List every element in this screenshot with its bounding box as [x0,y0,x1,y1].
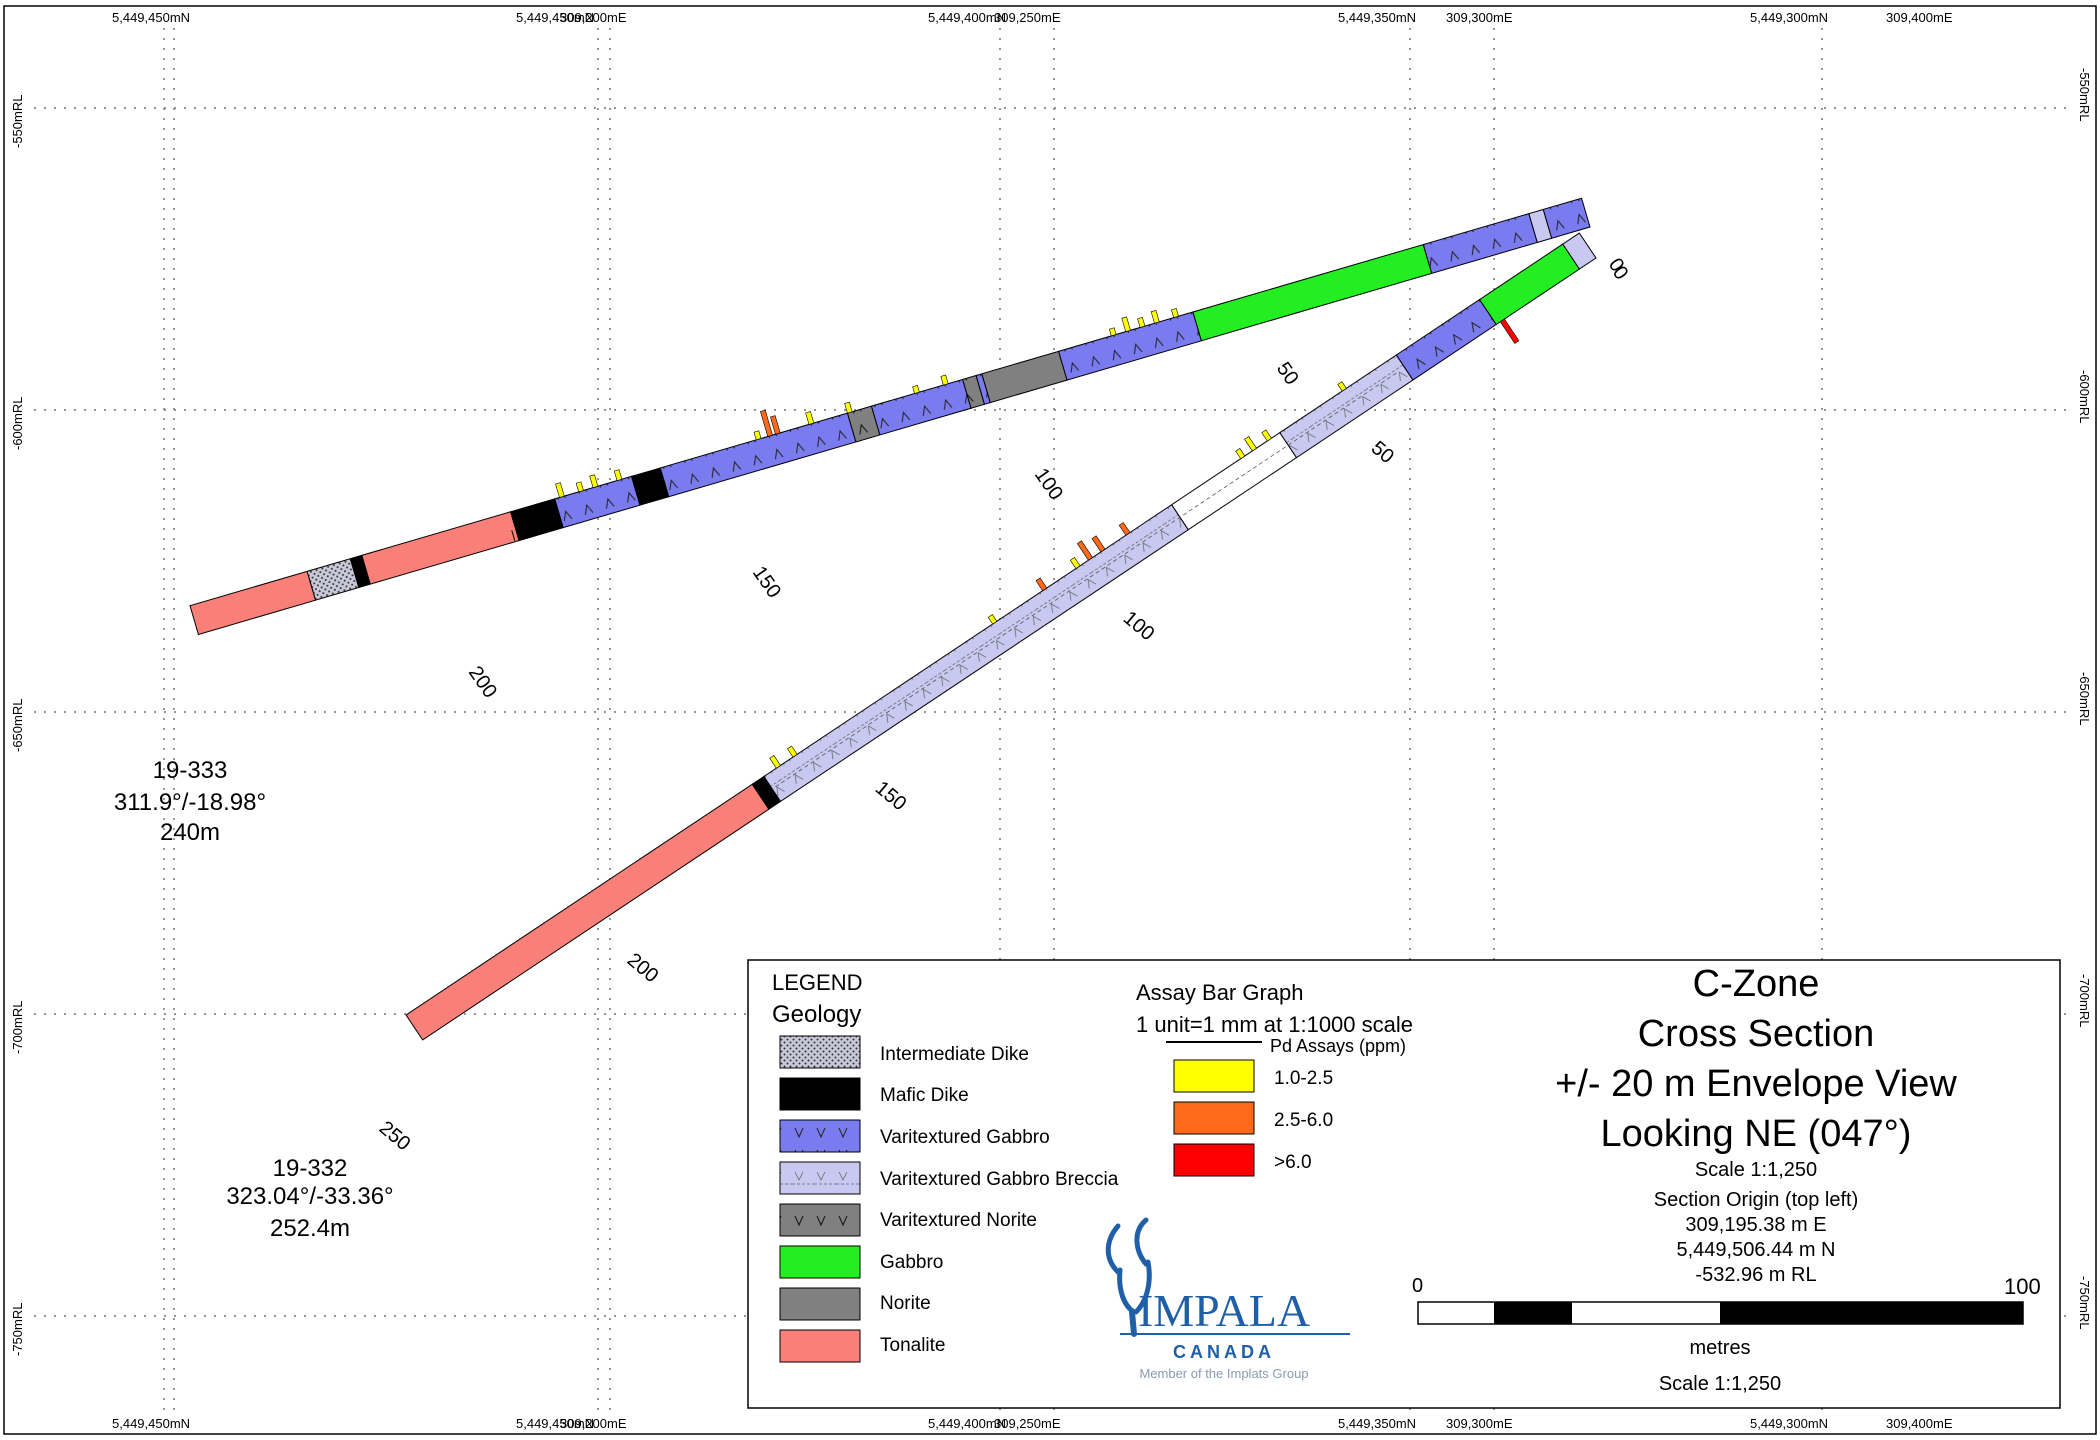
grid-label-left: -550mRL [10,95,25,148]
legend-label: Mafic Dike [880,1085,969,1106]
title-line-2: Cross Section [1638,1013,1875,1055]
legend-panel: LEGEND Geology Intermediate Dike Mafic D… [747,959,2061,1409]
scale-bar-min: 0 [1412,1275,1423,1297]
grid-label-right: -600mRL [2077,370,2092,423]
hole-orientation: 323.04°/-33.36° [226,1183,393,1210]
grid-label-top: 309,400mE [1886,10,1953,25]
hole-label-19-332: 19-332 323.04°/-33.36° 252.4m [226,1155,393,1242]
assay-legend: Assay Bar Graph 1 unit=1 mm at 1:1000 sc… [1136,980,1413,1177]
title-scale: Scale 1:1,250 [1695,1159,1817,1181]
assay-swatch-low [1173,1059,1255,1093]
scale-bar-scale: Scale 1:1,250 [1659,1373,1781,1395]
grid-label-top: 5,449,300mN [1750,10,1828,25]
assay-label: 1.0-2.5 [1274,1068,1333,1089]
legend-swatch-mafic-dike [779,1077,861,1111]
interval-tonalite [405,783,770,1041]
grid-label-bottom: 5,449,400mN [928,1416,1006,1431]
assay-bars [555,308,1179,498]
legend-subtitle: Geology [772,1001,861,1028]
logo-name: IMPALA [1138,1285,1310,1336]
grid-label-right: -550mRL [2077,68,2092,121]
hole-orientation: 311.9°/-18.98° [114,789,266,816]
grid-label-right: -750mRL [2077,1276,2092,1329]
legend-swatch-varitextured-gabbro-breccia [779,1161,861,1195]
legend-swatch-gabbro [779,1245,861,1279]
scale-bar-unit: metres [1689,1337,1750,1359]
title-line-3: +/- 20 m Envelope View [1555,1063,1957,1105]
section-origin-easting: 309,195.38 m E [1685,1214,1826,1236]
title-block: C-Zone Cross Section +/- 20 m Envelope V… [1555,963,1957,1286]
hole-label-19-333: 19-333 311.9°/-18.98° 240m [114,757,266,846]
grid-labels: 5,449,450mN 5,449,450mN 309,200mE 5,449,… [10,10,2092,1431]
grid-label-left: -600mRL [10,397,25,450]
assay-element: Pd Assays (ppm) [1270,1036,1406,1056]
legend-items: Intermediate Dike Mafic Dike Varitexture… [779,1035,1119,1363]
antelope-logo-icon [1105,1217,1152,1337]
hole-length: 240m [160,819,220,846]
logo-tagline: Member of the Implats Group [1139,1366,1308,1381]
grid-label-top: 5,449,350mN [1338,10,1416,25]
grid-label-top: 5,449,450mN [112,10,190,25]
legend-label: Intermediate Dike [880,1044,1029,1065]
logo-country: CANADA [1173,1342,1275,1362]
assay-label: 2.5-6.0 [1274,1110,1333,1131]
section-origin-northing: 5,449,506.44 m N [1677,1239,1836,1261]
impala-logo: IMPALA CANADA Member of the Implats Grou… [1105,1217,1350,1381]
legend-title: LEGEND [772,970,862,995]
legend-label: Varitextured Norite [880,1210,1037,1231]
interval-tonalite [189,570,317,636]
legend-swatch-intermediate-dike [779,1035,861,1069]
grid-label-top: 309,300mE [1446,10,1513,25]
legend-swatch-norite [779,1287,861,1321]
grid-label-bottom: 309,250mE [994,1416,1061,1431]
grid-label-top: 309,200mE [560,10,627,25]
grid-label-bottom: 5,449,450mN [516,1416,594,1431]
grid-label-bottom: 309,200mE [560,1416,627,1431]
grid-label-bottom: 5,449,300mN [1750,1416,1828,1431]
grid-label-bottom: 309,400mE [1886,1416,1953,1431]
legend-swatch-varitextured-norite [779,1203,861,1237]
scale-bar-segment [1720,1302,2023,1324]
grid-label-top: 309,250mE [994,10,1061,25]
grid-label-bottom: 5,449,350mN [1338,1416,1416,1431]
assay-scale-note: 1 unit=1 mm at 1:1000 scale [1136,1012,1413,1037]
assay-bars [769,318,1520,769]
assay-swatch-mid [1173,1101,1255,1135]
legend-label: Gabbro [880,1252,943,1273]
scale-bar-segment [1494,1302,1572,1324]
title-line-4: Looking NE (047°) [1601,1113,1912,1155]
assay-swatch-high [1173,1143,1255,1177]
grid-label-right: -700mRL [2077,974,2092,1027]
section-origin-rl: -532.96 m RL [1695,1264,1816,1286]
grid-label-top: 5,449,400mN [928,10,1006,25]
section-origin-heading: Section Origin (top left) [1654,1189,1859,1211]
legend-swatch-varitextured-gabbro [779,1119,861,1153]
hole-id: 19-333 [153,757,228,784]
drillhole-19-333: 0 50 100 150 200 19-333 311.9°/-18.98° 2… [114,197,1628,846]
assay-title: Assay Bar Graph [1136,980,1304,1005]
grid-label-left: -650mRL [10,699,25,752]
grid-label-top: 5,449,450mN [516,10,594,25]
legend-label: Tonalite [880,1335,946,1356]
legend-label: Varitextured Gabbro [880,1127,1050,1148]
grid-label-right: -650mRL [2077,672,2092,725]
assay-label: >6.0 [1274,1152,1312,1173]
grid-label-left: -750mRL [10,1303,25,1356]
legend-swatch-tonalite [779,1329,861,1363]
scale-bar-max: 100 [2004,1274,2041,1299]
grid-label-bottom: 5,449,450mN [112,1416,190,1431]
legend-label: Varitextured Gabbro Breccia [880,1169,1119,1190]
legend-box [747,959,2061,1409]
grid-label-bottom: 309,300mE [1446,1416,1513,1431]
title-line-1: C-Zone [1693,963,1820,1005]
grid-label-left: -700mRL [10,1001,25,1054]
hole-length: 252.4m [270,1215,350,1242]
scale-bar: 0 100 metres Scale 1:1,250 [1412,1274,2041,1395]
legend-label: Norite [880,1293,931,1314]
hole-id: 19-332 [273,1155,348,1182]
